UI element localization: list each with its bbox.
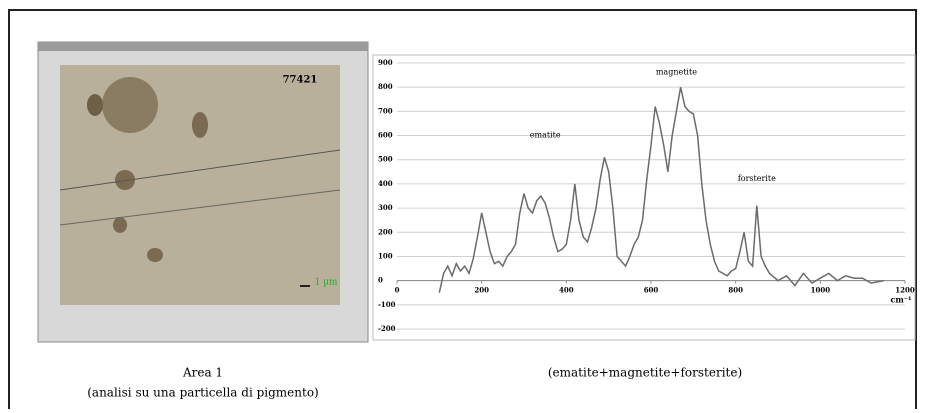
y-tick-label: 500 xyxy=(378,155,393,164)
subcaption: (analisi su una particella di pigmento) xyxy=(87,386,319,400)
x-tick-label: 0 xyxy=(395,286,400,295)
y-tick-label: 900 xyxy=(378,58,393,67)
y-tick-label: 700 xyxy=(378,106,393,115)
x-tick-label: 1000 xyxy=(811,286,831,295)
annotation: forsterite xyxy=(738,174,776,183)
annotation: magnetite xyxy=(656,68,697,77)
y-tick-label: 0 xyxy=(378,276,383,285)
spectrum-line xyxy=(438,87,884,293)
y-tick-label: 600 xyxy=(378,131,393,140)
x-tick-label: 600 xyxy=(644,286,659,295)
y-tick-label: -100 xyxy=(378,300,396,309)
y-tick-label: 300 xyxy=(378,203,393,212)
x-axis-label: cm⁻¹ xyxy=(890,295,911,305)
caption: Area 1 xyxy=(182,366,223,380)
x-tick-label: 800 xyxy=(728,286,743,295)
y-tick-label: 200 xyxy=(378,227,393,236)
chart-caption: (ematite+magnetite+forsterite) xyxy=(548,366,742,380)
y-tick-label: 400 xyxy=(378,179,393,188)
x-tick-label: 400 xyxy=(559,286,574,295)
scale-label: 1 µm xyxy=(315,278,338,288)
x-tick-label: 1200 xyxy=(895,286,915,295)
x-tick-label: 200 xyxy=(474,286,489,295)
chart-box xyxy=(372,54,916,341)
annotation: ematite xyxy=(530,131,561,140)
y-tick-label: 100 xyxy=(378,251,393,260)
y-tick-label: 800 xyxy=(378,82,393,91)
image-label: 77421 xyxy=(283,75,318,86)
frame xyxy=(8,9,917,409)
image-window xyxy=(37,41,369,343)
y-tick-label: -200 xyxy=(378,324,396,333)
